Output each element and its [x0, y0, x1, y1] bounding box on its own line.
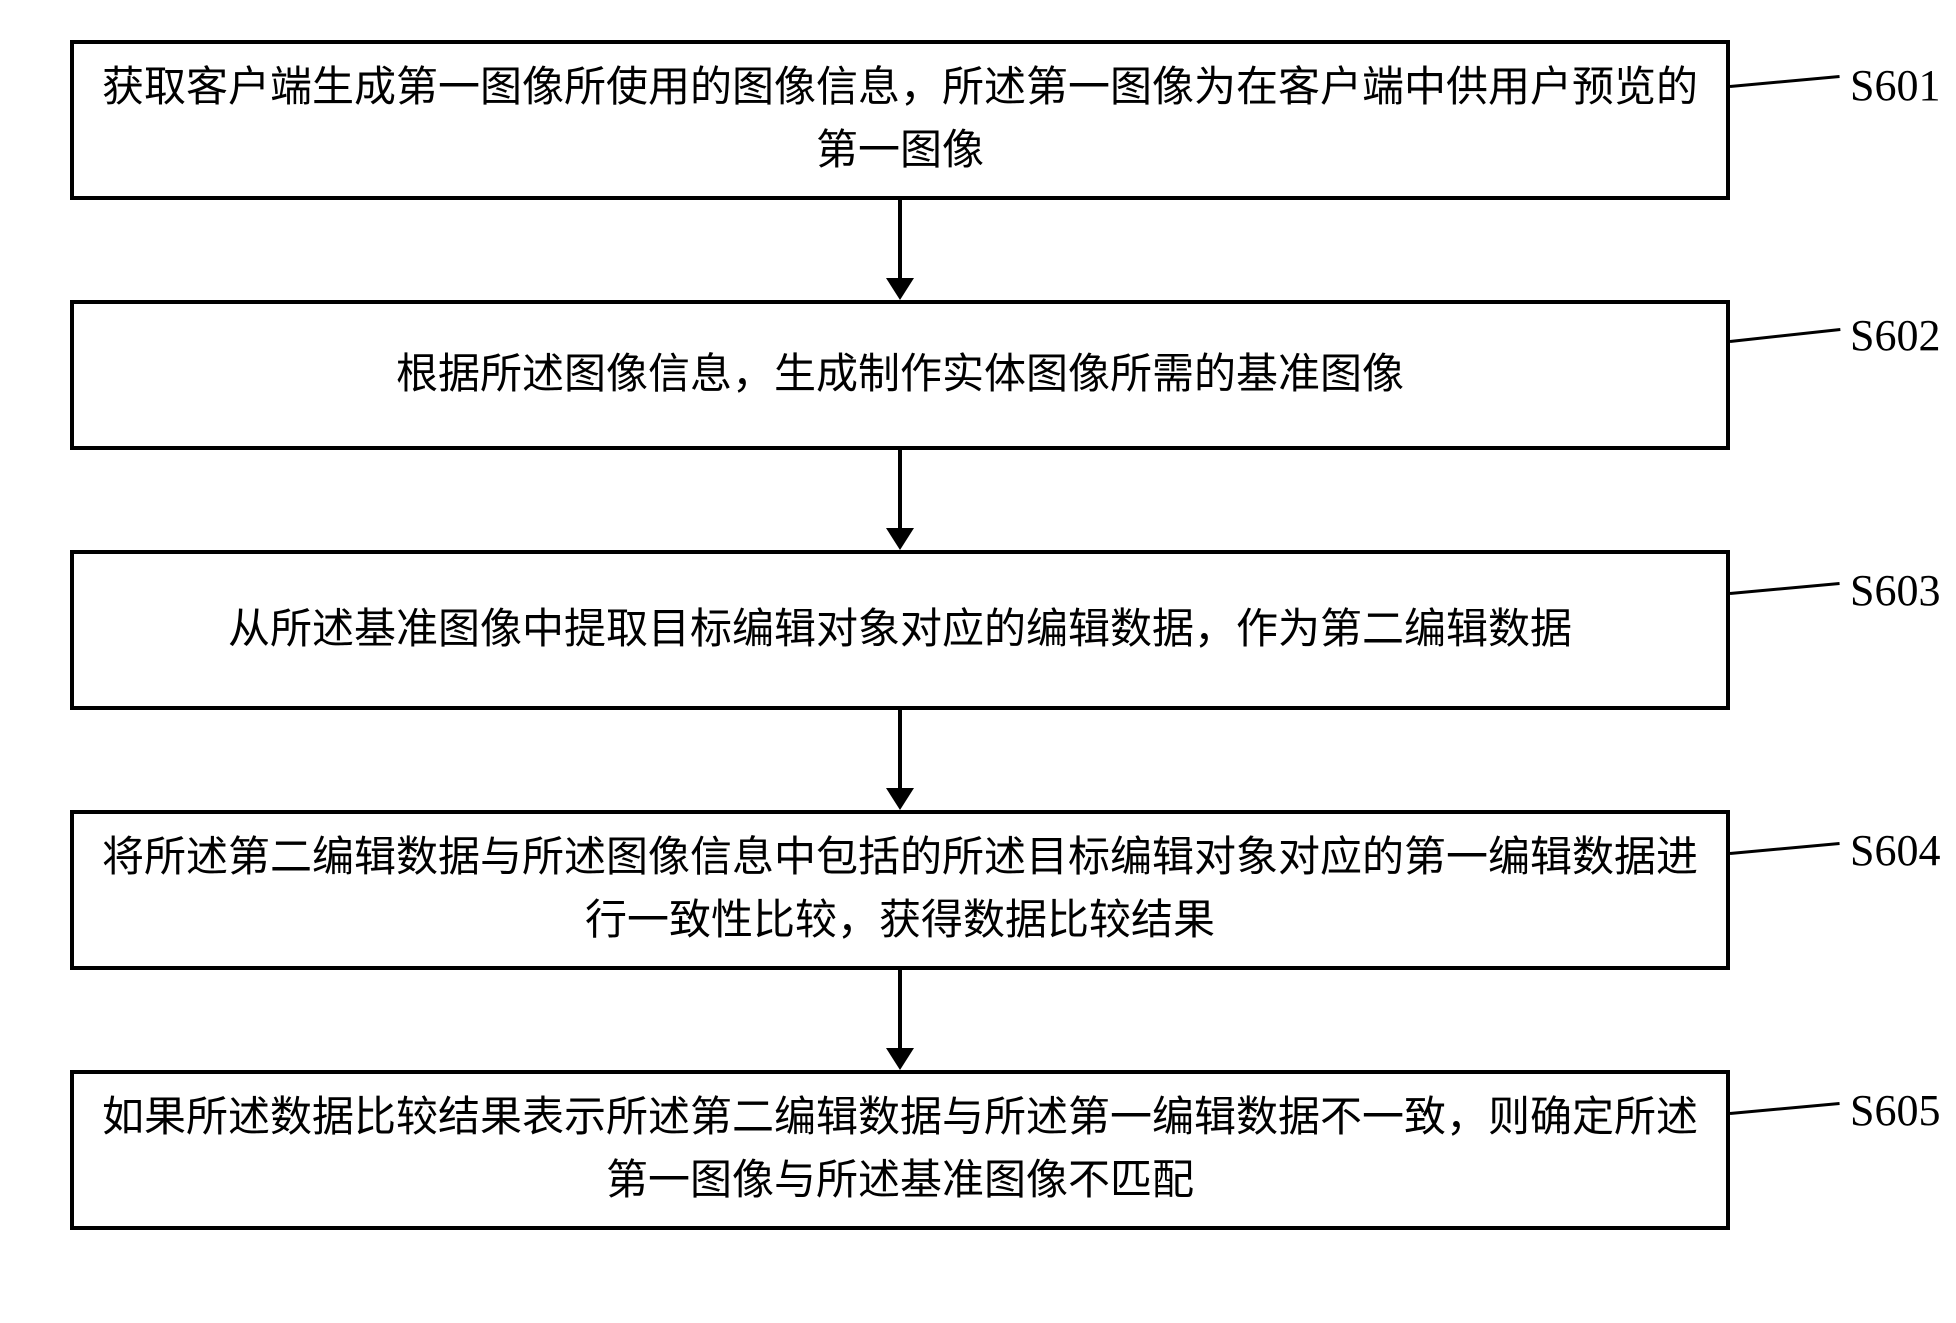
flowchart-label-connector	[1730, 1102, 1840, 1115]
flowchart-step-label: S601	[1850, 60, 1940, 111]
flowchart-step-box: 如果所述数据比较结果表示所述第二编辑数据与所述第一编辑数据不一致，则确定所述第一…	[70, 1070, 1730, 1230]
flowchart-step-box: 从所述基准图像中提取目标编辑对象对应的编辑数据，作为第二编辑数据	[70, 550, 1730, 710]
flowchart-label-connector	[1730, 582, 1840, 595]
flowchart-step-box: 将所述第二编辑数据与所述图像信息中包括的所述目标编辑对象对应的第一编辑数据进行一…	[70, 810, 1730, 970]
flowchart-container: 获取客户端生成第一图像所使用的图像信息，所述第一图像为在客户端中供用户预览的第一…	[20, 20, 1956, 1303]
flowchart-arrow-line	[898, 710, 902, 788]
flowchart-step-label: S605	[1850, 1085, 1940, 1136]
flowchart-arrow-head	[886, 528, 914, 550]
flowchart-arrow-head	[886, 278, 914, 300]
flowchart-step-label: S602	[1850, 310, 1940, 361]
flowchart-step-label: S603	[1850, 565, 1940, 616]
flowchart-step-text: 获取客户端生成第一图像所使用的图像信息，所述第一图像为在客户端中供用户预览的第一…	[98, 57, 1702, 183]
flowchart-label-connector	[1730, 842, 1840, 855]
flowchart-arrow-head	[886, 788, 914, 810]
flowchart-step-label: S604	[1850, 825, 1940, 876]
flowchart-arrow-line	[898, 970, 902, 1048]
flowchart-label-connector	[1730, 75, 1840, 88]
flowchart-step-text: 如果所述数据比较结果表示所述第二编辑数据与所述第一编辑数据不一致，则确定所述第一…	[98, 1087, 1702, 1213]
flowchart-step-text: 根据所述图像信息，生成制作实体图像所需的基准图像	[396, 344, 1404, 407]
flowchart-label-connector	[1730, 328, 1840, 343]
flowchart-step-box: 获取客户端生成第一图像所使用的图像信息，所述第一图像为在客户端中供用户预览的第一…	[70, 40, 1730, 200]
flowchart-step-text: 将所述第二编辑数据与所述图像信息中包括的所述目标编辑对象对应的第一编辑数据进行一…	[98, 827, 1702, 953]
flowchart-arrow-line	[898, 450, 902, 528]
flowchart-arrow-line	[898, 200, 902, 278]
flowchart-step-box: 根据所述图像信息，生成制作实体图像所需的基准图像	[70, 300, 1730, 450]
flowchart-arrow-head	[886, 1048, 914, 1070]
flowchart-step-text: 从所述基准图像中提取目标编辑对象对应的编辑数据，作为第二编辑数据	[228, 599, 1572, 662]
